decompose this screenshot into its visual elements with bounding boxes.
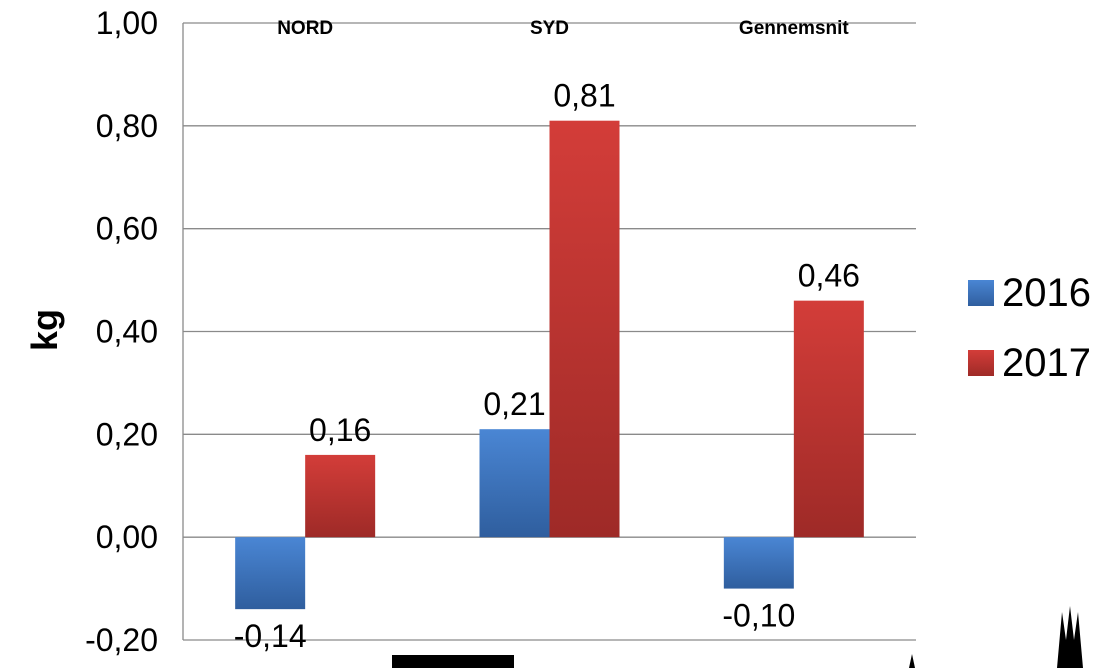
data-label: 0,21 — [483, 386, 545, 422]
y-tick-label: 0,00 — [96, 519, 158, 555]
legend: 2016 2017 — [968, 271, 1091, 385]
y-tick-label: 0,60 — [96, 211, 158, 247]
bar-2017-NORD — [305, 454, 376, 538]
data-label: -0,10 — [722, 598, 795, 634]
legend-swatch-2016 — [968, 280, 994, 306]
y-tick-label: 0,20 — [96, 416, 158, 452]
data-label: 0,16 — [309, 412, 371, 448]
data-label: 0,46 — [798, 258, 860, 294]
y-tick-label: -0,20 — [85, 622, 158, 658]
labels: -0,20 0,00 0,20 0,40 0,60 0,80 1,00 NORD -0,14 0,… — [85, 5, 860, 658]
legend-label-2016: 2016 — [1002, 271, 1091, 315]
legend-label-2017: 2017 — [1002, 341, 1091, 385]
category-label: Gennemsnit — [739, 18, 849, 39]
decorative-artifacts — [392, 606, 1083, 668]
legend-swatch-2017 — [968, 350, 994, 376]
bar-2016-SYD — [479, 429, 550, 538]
category-label: NORD — [277, 18, 333, 39]
data-label: 0,81 — [553, 78, 615, 114]
data-label: -0,14 — [234, 618, 307, 654]
y-tick-label: 1,00 — [96, 5, 158, 41]
bar-2017-SYD — [549, 120, 620, 538]
bar-2016-Gennemsnit — [723, 537, 794, 589]
y-tick-label: 0,40 — [96, 314, 158, 350]
bar-2016-NORD — [235, 537, 306, 610]
bars — [235, 120, 864, 610]
y-tick-label: 0,80 — [96, 108, 158, 144]
bar-2017-Gennemsnit — [793, 300, 864, 538]
y-axis-label: kg — [24, 309, 65, 351]
category-label: SYD — [530, 18, 569, 39]
